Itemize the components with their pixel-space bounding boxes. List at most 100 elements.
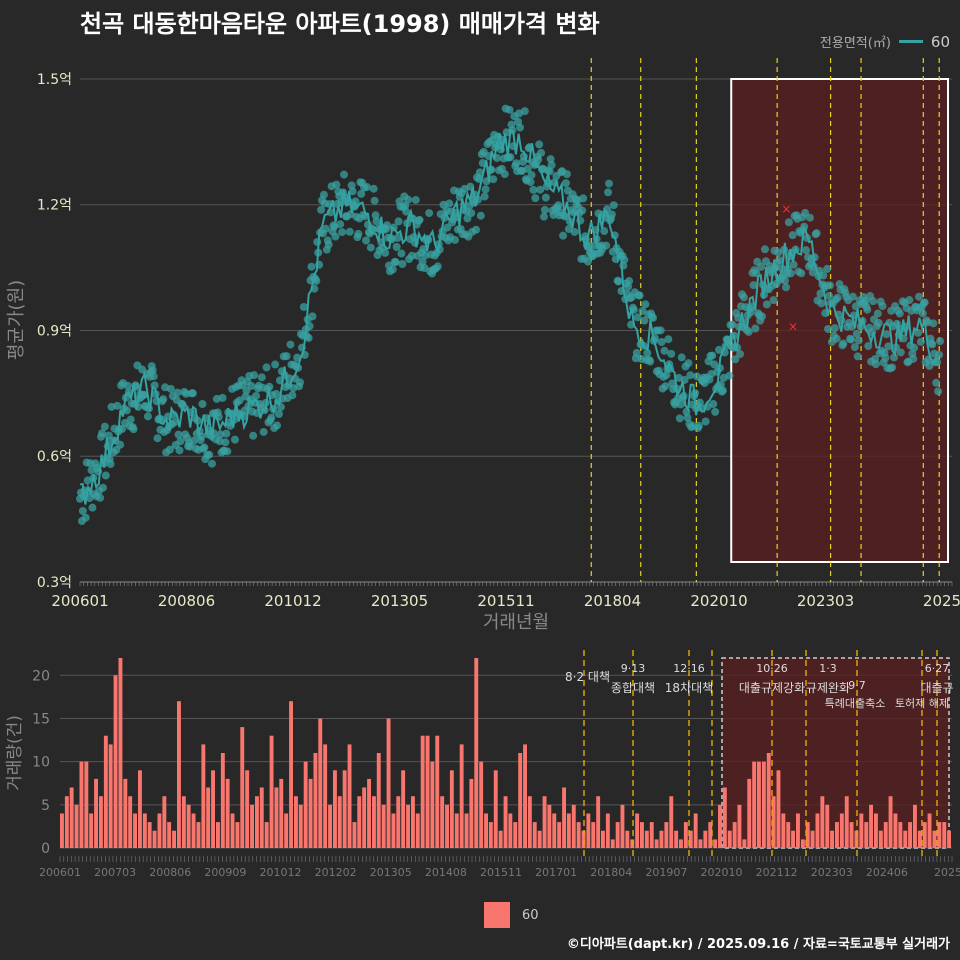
scatter-point	[614, 277, 623, 286]
scatter-point	[357, 189, 366, 198]
chart-title: 천곡 대동한마음타운 아파트(1998) 매매가격 변화	[80, 10, 600, 38]
scatter-point	[852, 329, 861, 338]
volume-chart: 0 5 10 15 20 거래량(건) 200601 200703 200806 200909 20…	[5, 650, 960, 879]
scatter-point	[321, 224, 330, 233]
scatter-point	[347, 181, 356, 190]
volume-bar	[113, 675, 118, 848]
policy-name: 규제완화	[806, 681, 850, 695]
policy-name: 대출규	[920, 681, 953, 695]
volume-bar	[79, 761, 84, 848]
policy-date: 1·3	[819, 662, 837, 675]
policy-label: 8·2 대책	[565, 669, 610, 684]
scatter-point	[362, 236, 371, 245]
scatter-point	[656, 326, 665, 335]
scatter-point	[853, 352, 862, 361]
scatter-point	[578, 206, 587, 215]
volume-bar	[883, 822, 888, 848]
scatter-point	[925, 361, 934, 370]
volume-bar	[625, 830, 630, 848]
scatter-point	[182, 389, 191, 398]
volume-bar	[191, 813, 196, 848]
volume-bar	[449, 770, 454, 848]
scatter-point	[935, 350, 944, 359]
volume-bar	[947, 830, 951, 848]
scatter-point	[675, 414, 684, 423]
scatter-point	[331, 232, 340, 241]
scatter-point	[662, 371, 671, 380]
volume-bar	[459, 744, 464, 848]
scatter-point	[273, 421, 282, 430]
volume-bar	[771, 796, 776, 848]
scatter-point	[362, 183, 371, 192]
x-tick-label: 201202	[315, 866, 357, 879]
volume-bar	[644, 830, 649, 848]
x-axis-title: 거래년월	[483, 612, 549, 633]
scatter-point	[797, 269, 806, 278]
scatter-point	[833, 293, 842, 302]
scatter-point	[523, 164, 532, 173]
scatter-point	[348, 187, 357, 196]
scatter-point	[850, 343, 859, 352]
scatter-point	[153, 434, 162, 443]
x-tick-label: 200806	[158, 592, 215, 610]
volume-bar	[255, 796, 259, 848]
volume-bar	[440, 796, 445, 848]
volume-bar	[372, 796, 376, 848]
volume-bar	[172, 830, 176, 848]
scatter-point	[230, 435, 239, 444]
legend-line-swatch	[898, 40, 923, 43]
volume-bar	[839, 813, 844, 848]
x-tick-label: 202112	[756, 866, 798, 879]
scatter-point	[489, 175, 498, 184]
scatter-point	[882, 330, 891, 339]
scatter-point	[920, 298, 929, 307]
volume-bar	[640, 822, 644, 848]
scatter-point	[398, 260, 407, 269]
volume-bar	[630, 839, 635, 848]
scatter-point	[824, 324, 833, 333]
scatter-point	[744, 327, 753, 336]
scatter-point	[646, 357, 655, 366]
x-tick-label: 201012	[260, 866, 302, 879]
scatter-point	[854, 336, 863, 345]
scatter-point	[480, 192, 489, 201]
scatter-point	[546, 155, 555, 164]
volume-bar	[352, 822, 357, 848]
volume-bar	[601, 830, 605, 848]
scatter-point	[354, 229, 363, 238]
bars	[60, 658, 951, 848]
scatter-point	[788, 231, 797, 240]
x-tick-label: 2025	[923, 592, 960, 610]
legend-title: 전용면적(㎡)	[819, 36, 891, 51]
scatter-point	[873, 309, 882, 318]
volume-bar	[133, 813, 137, 848]
scatter-point	[391, 258, 400, 267]
price-chart: 0.3억 0.6억 0.9억 1.2억 1.5억 200601 200806 201012 20…	[6, 58, 960, 633]
scatter-point	[751, 324, 760, 333]
x-tick-label: 201305	[370, 866, 412, 879]
volume-bar	[240, 727, 245, 848]
scatter-point	[657, 338, 666, 347]
scatter-point	[701, 417, 710, 426]
scatter-point	[757, 262, 766, 271]
scatter-point	[223, 447, 232, 456]
scatter-point	[336, 220, 345, 229]
scatter-point	[760, 245, 769, 254]
scatter-point	[200, 443, 209, 452]
scatter-point	[819, 271, 828, 280]
scatter-point	[324, 240, 333, 249]
volume-bar	[123, 778, 128, 848]
scatter-point	[541, 193, 550, 202]
outlier-marker: ×	[781, 202, 791, 216]
scatter-point	[609, 201, 618, 210]
scatter-point	[816, 289, 825, 298]
volume-bar	[323, 744, 328, 848]
scatter-point	[308, 312, 317, 321]
volume-bar	[605, 813, 610, 848]
scatter-point	[863, 305, 872, 314]
volume-bar	[357, 796, 362, 848]
volume-bar	[386, 718, 391, 848]
scatter-point	[123, 381, 132, 390]
volume-bar	[250, 804, 254, 848]
scatter-point	[664, 335, 673, 344]
